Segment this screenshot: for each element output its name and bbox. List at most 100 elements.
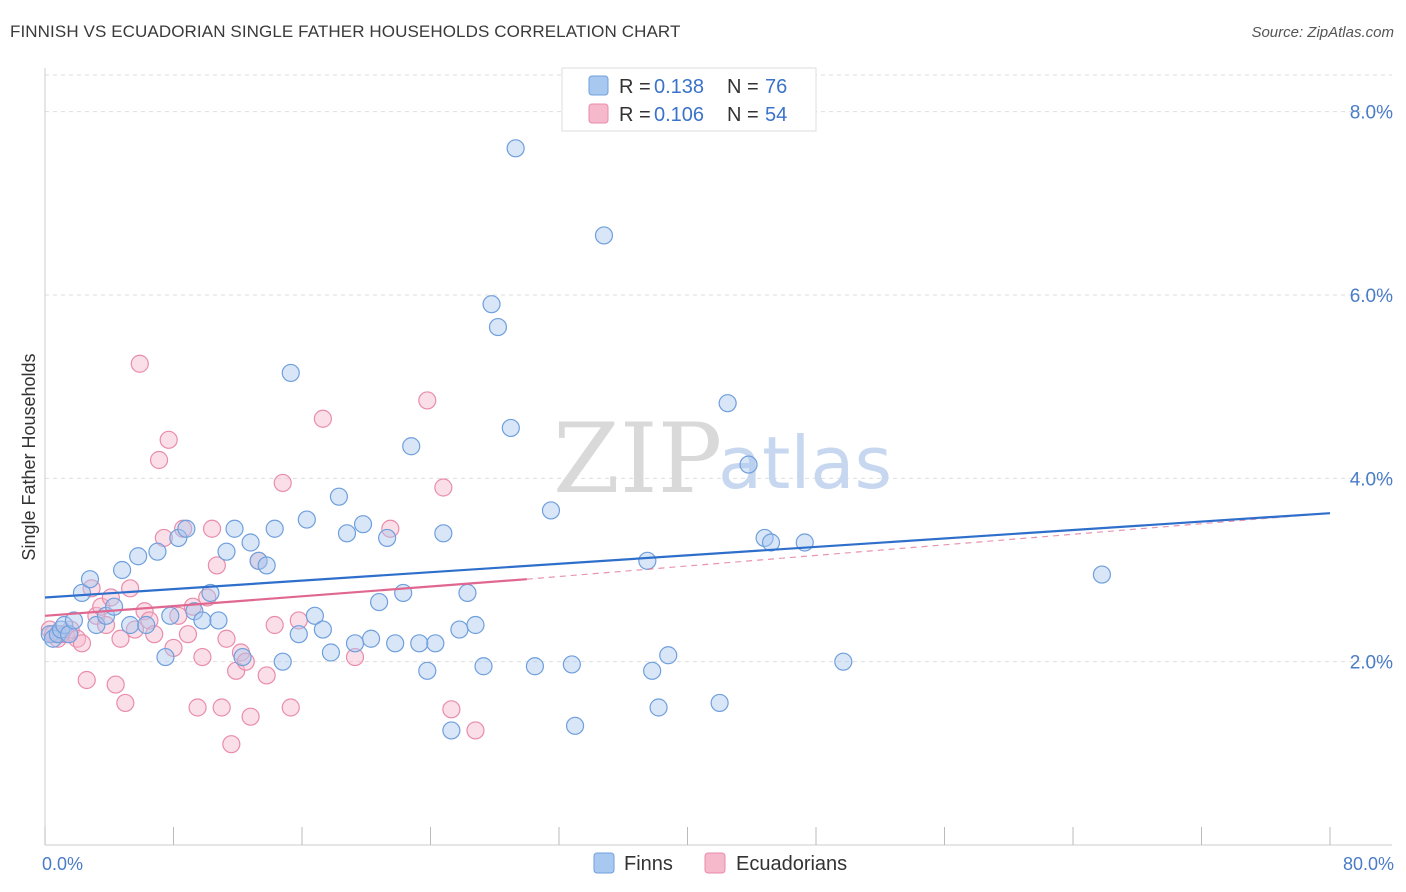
- ecuadorians-point: [72, 634, 92, 653]
- finns-point: [834, 652, 853, 671]
- ecuadorians-point: [111, 629, 130, 648]
- ecuadorians-point: [159, 430, 178, 449]
- finns-point: [329, 487, 349, 506]
- finns-point: [426, 634, 445, 653]
- top-legend: R = 0.138 N = 76 R = 0.106 N = 54: [561, 67, 817, 132]
- finns-point: [710, 693, 729, 713]
- finns-trend-line: [44, 512, 1331, 599]
- finns-point: [458, 583, 477, 603]
- finns-point: [121, 615, 140, 635]
- finns-point: [209, 611, 228, 630]
- finns-point: [378, 528, 397, 548]
- finns-point: [638, 551, 657, 570]
- finns-point: [297, 510, 316, 529]
- source-label: Source: ZipAtlas.com: [1251, 24, 1394, 41]
- ecuadorians-point: [193, 647, 212, 667]
- finns-point: [761, 533, 781, 552]
- y-tick-label: 8.0%: [1350, 103, 1393, 124]
- finns-point: [410, 634, 429, 653]
- ecuadorians-point: [222, 735, 241, 754]
- ecuadorians-point: [188, 698, 207, 717]
- trend-lines: [44, 512, 1331, 617]
- finns-point: [137, 615, 156, 635]
- finns-point: [434, 524, 453, 543]
- finns-point: [156, 647, 175, 667]
- finns-point: [565, 716, 585, 735]
- finns-point: [72, 583, 92, 603]
- legend-finns-n-value: 76: [765, 76, 787, 98]
- finns-point: [718, 394, 737, 413]
- finns-point: [353, 515, 373, 534]
- finns-point: [289, 625, 308, 644]
- ecuadorians-point: [178, 625, 198, 644]
- ecuadorians-point: [77, 670, 96, 690]
- finns-point: [233, 647, 252, 667]
- ecuadorians-point: [466, 721, 485, 740]
- finns-point: [281, 363, 300, 383]
- ecuadorians-point: [273, 473, 292, 493]
- finns-point: [201, 583, 220, 603]
- ecuadorians-point: [442, 700, 461, 719]
- finns-point: [265, 519, 284, 538]
- finns-point: [87, 615, 106, 635]
- bottom-legend: Finns Ecuadorians: [593, 852, 847, 875]
- bottom-legend-ecuadorians: Ecuadorians: [736, 853, 847, 875]
- finns-point: [112, 560, 132, 580]
- finns-point: [506, 139, 525, 158]
- finns-point: [386, 634, 405, 653]
- x-tick-label: 80.0%: [1343, 854, 1394, 874]
- finns-point: [402, 437, 421, 456]
- legend-ecuadorians-n-value: 54: [765, 104, 787, 126]
- ecuadorians-point: [217, 629, 236, 648]
- legend-swatch-finns: [588, 75, 609, 96]
- finns-point: [241, 533, 260, 552]
- ecuadorians-point: [265, 615, 284, 635]
- bottom-legend-finns: Finns: [624, 853, 673, 875]
- grid-lines: [45, 74, 1392, 663]
- finns-point: [450, 620, 469, 639]
- ecuadorians-point: [212, 698, 231, 717]
- finns-point: [474, 657, 493, 676]
- ecuadorians-point: [96, 615, 116, 635]
- ecuadorians-point: [207, 556, 226, 575]
- bottom-legend-swatch-ecuadorians: [704, 852, 726, 874]
- ecuadorians-point: [257, 666, 276, 685]
- ecuadorians-point: [241, 707, 260, 726]
- finns-point: [305, 606, 324, 625]
- chart-title: FINNISH VS ECUADORIAN SINGLE FATHER HOUS…: [10, 22, 681, 41]
- finns-point: [541, 501, 561, 520]
- finns-points: [40, 139, 1112, 740]
- finns-point: [482, 295, 501, 314]
- finns-point: [394, 583, 413, 603]
- finns-point: [442, 721, 461, 740]
- finns-point: [345, 634, 365, 653]
- ecuadorians-point: [418, 391, 437, 410]
- ecuadorians-point: [121, 579, 140, 598]
- axes: [44, 68, 1392, 846]
- finns-point: [659, 646, 678, 665]
- watermark-atlas: atlas: [718, 421, 892, 505]
- ecuadorians-point: [130, 354, 149, 373]
- finns-point: [148, 542, 167, 561]
- finns-point: [418, 661, 437, 680]
- finns-point: [177, 519, 196, 538]
- finns-point: [217, 542, 236, 561]
- x-tick-label: 0.0%: [42, 854, 83, 874]
- legend-ecuadorians-n-label: N =: [727, 104, 759, 126]
- legend-ecuadorians-r-label: R =: [619, 104, 651, 126]
- finns-point: [1092, 565, 1112, 584]
- watermark-zip: ZIP: [553, 403, 722, 515]
- finns-point: [193, 611, 212, 630]
- ecuadorians-point: [106, 675, 125, 694]
- legend-finns-r-label: R =: [619, 76, 651, 98]
- finns-point: [594, 226, 614, 245]
- finns-point: [488, 317, 508, 337]
- finns-point: [104, 597, 124, 616]
- finns-point: [80, 570, 100, 589]
- legend-finns-r-value: 0.138: [654, 76, 704, 98]
- y-tick-label: 4.0%: [1350, 469, 1393, 490]
- finns-point: [64, 611, 84, 630]
- finns-point: [129, 547, 148, 566]
- finns-point: [525, 657, 545, 676]
